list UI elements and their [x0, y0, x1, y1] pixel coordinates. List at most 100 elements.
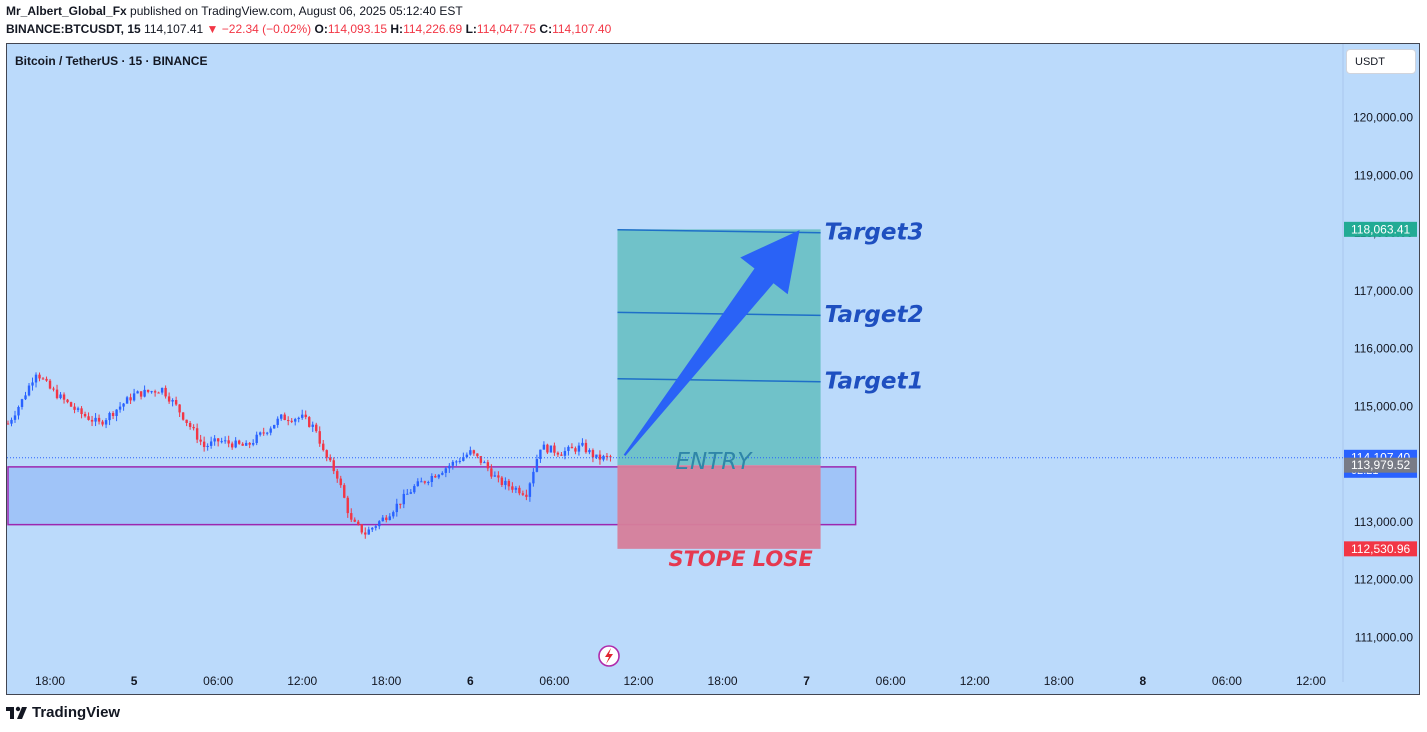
x-tick-label: 06:00 [539, 674, 569, 688]
candle-body [465, 454, 469, 458]
x-tick-label: 12:00 [287, 674, 317, 688]
candle-body [167, 396, 171, 402]
candle-body [202, 441, 206, 448]
candle-body [269, 428, 272, 433]
candle-body [27, 385, 31, 396]
x-tick-label: 18:00 [708, 674, 738, 688]
open-label: O: [314, 22, 328, 36]
candle-body [350, 513, 353, 520]
x-tick-label: 12:00 [1296, 674, 1326, 688]
candle-body [52, 388, 55, 390]
candle-body [20, 399, 24, 407]
candle-body [7, 423, 10, 425]
low-value: 114,047.75 [476, 22, 537, 36]
candle-body [206, 445, 209, 448]
candle-body [174, 399, 178, 405]
candle-body [230, 443, 234, 448]
candle-body [164, 387, 167, 397]
candle-body [294, 419, 297, 422]
candle-body [258, 432, 262, 435]
chart-title: Bitcoin / TetherUS · 15 · BINANCE [15, 54, 207, 68]
candle-body [199, 439, 202, 442]
candle-body [38, 374, 41, 379]
chart-frame[interactable]: Bitcoin / TetherUS · 15 · BINANCE 111,000… [6, 43, 1420, 695]
candle-body [381, 517, 384, 522]
candle-body [448, 465, 451, 469]
target-line [617, 311, 821, 317]
candle-body [115, 409, 118, 417]
candle-body [272, 424, 276, 429]
candle-body [195, 428, 199, 440]
candle-body [255, 434, 258, 444]
x-tick-label: 6 [467, 674, 474, 688]
candle-body [83, 413, 87, 417]
candle-body [248, 442, 251, 445]
x-tick-label: 5 [131, 674, 138, 688]
candle-body [357, 521, 360, 525]
candle-body [553, 445, 556, 453]
candle-body [556, 452, 560, 455]
candle-body [209, 441, 213, 446]
candle-body [549, 445, 553, 453]
candle-body [178, 404, 181, 413]
currency-button[interactable]: USDT [1346, 49, 1416, 74]
down-arrow-icon: ▼ [206, 22, 219, 36]
candle-body [94, 417, 97, 422]
candle-body [560, 454, 563, 456]
candle-body [227, 440, 230, 444]
y-tick-label: 116,000.00 [1354, 342, 1413, 356]
candle-body [528, 483, 532, 497]
candle-body [45, 378, 48, 381]
candle-body [441, 472, 444, 475]
candle-body [420, 481, 423, 483]
candle-body [220, 441, 223, 443]
candle-body [493, 475, 497, 477]
y-tick-label: 117,000.00 [1354, 284, 1413, 298]
y-tick-label: 112,000.00 [1354, 573, 1413, 587]
candle-body [392, 512, 395, 517]
candle-body [563, 450, 567, 456]
y-tick-label: 120,000.00 [1353, 111, 1413, 125]
candle-body [251, 443, 255, 445]
candle-body [301, 414, 304, 418]
x-tick-label: 18:00 [1044, 674, 1074, 688]
candle-body [413, 486, 416, 493]
candle-body [41, 378, 45, 380]
price-change: −22.34 (−0.02%) [221, 22, 312, 36]
candle-body [150, 391, 153, 393]
candle-body [602, 455, 605, 460]
lightning-icon [605, 648, 613, 664]
candle-body [132, 393, 136, 401]
candle-body [479, 456, 483, 463]
chart-canvas[interactable]: Bitcoin / TetherUS · 15 · BINANCE 111,000… [7, 44, 1420, 695]
candle-body [62, 394, 66, 400]
candle-body [521, 493, 525, 495]
candle-body [336, 471, 339, 479]
tradingview-logo[interactable]: TradingView [6, 704, 120, 721]
candle-body [385, 517, 388, 521]
candle-body [241, 443, 244, 446]
candle-body [276, 418, 279, 425]
x-tick-label: 8 [1140, 674, 1147, 688]
price-badge [1344, 457, 1417, 473]
candle-body [73, 406, 76, 410]
candle-body [329, 457, 332, 461]
candle-body [87, 416, 90, 420]
candle-body [48, 380, 52, 389]
candle-body [346, 497, 349, 514]
close-label: C: [539, 22, 553, 36]
candle-body [216, 438, 220, 442]
high-label: H: [390, 22, 404, 36]
price-badge [1344, 541, 1417, 557]
candle-body [188, 422, 192, 427]
candle-body [567, 446, 570, 451]
candle-body [192, 426, 195, 429]
author-name[interactable]: Mr_Albert_Global_Fx [6, 4, 127, 18]
candle-body [171, 399, 174, 402]
candle-body [101, 421, 104, 425]
high-value: 114,226.69 [403, 22, 463, 36]
candle-body [511, 486, 514, 490]
candle-body [181, 412, 185, 420]
candle-body [318, 431, 321, 444]
candle-body [395, 503, 398, 513]
